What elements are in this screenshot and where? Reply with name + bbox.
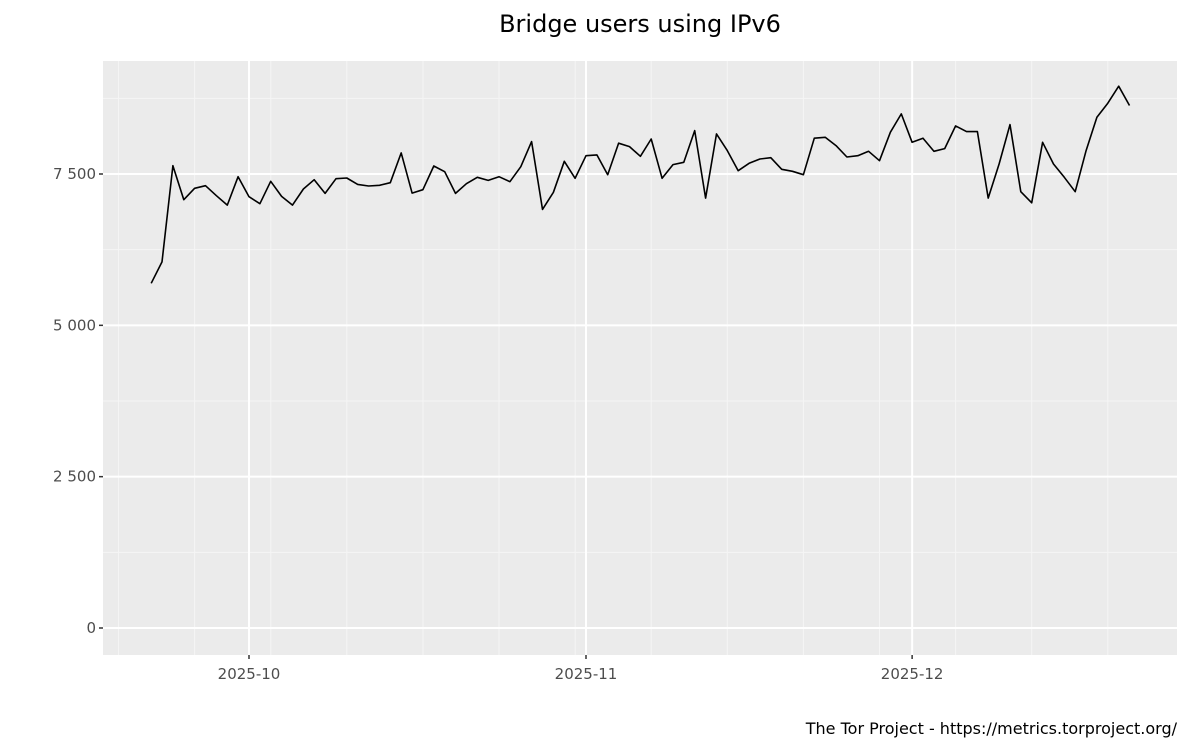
y-tick-label: 5 000 — [53, 316, 96, 334]
chart-caption: The Tor Project - https://metrics.torpro… — [805, 719, 1178, 738]
chart-title: Bridge users using IPv6 — [499, 10, 781, 38]
y-axis: 0 2 500 5 000 7 500 — [53, 165, 103, 637]
y-tick-label: 7 500 — [53, 165, 96, 183]
plot-panel — [103, 61, 1177, 655]
x-tick-label: 2025-12 — [881, 665, 944, 683]
x-tick-label: 2025-11 — [555, 665, 618, 683]
minor-gridlines — [103, 61, 1177, 655]
plot-background — [103, 61, 1177, 655]
x-axis: 2025-10 2025-11 2025-12 — [218, 655, 944, 683]
y-tick-label: 2 500 — [53, 468, 96, 486]
major-gridlines — [103, 61, 1177, 655]
series-line-bridge-users-ipv6 — [150, 85, 1131, 284]
x-tick-label: 2025-10 — [218, 665, 281, 683]
y-tick-label: 0 — [86, 619, 96, 637]
